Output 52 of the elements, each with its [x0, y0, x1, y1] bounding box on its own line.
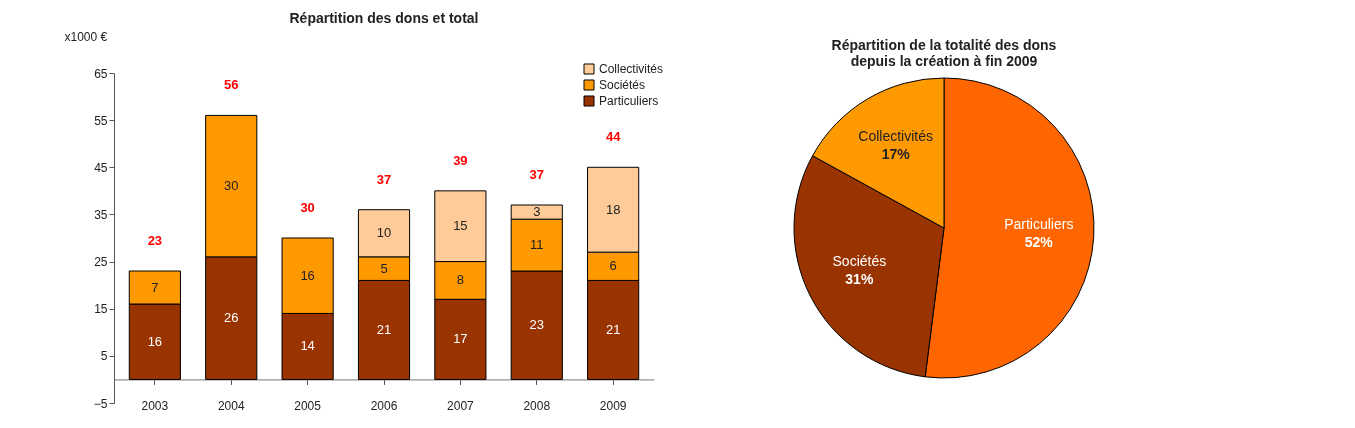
- y-tick-label: 35: [94, 207, 108, 222]
- data-label: 23: [529, 317, 544, 333]
- data-label: 17%: [881, 146, 911, 163]
- y-tick-label: 5: [100, 349, 108, 364]
- data-label: 26: [224, 310, 239, 326]
- total-label: 37: [529, 167, 544, 182]
- data-label: 8: [456, 272, 464, 288]
- data-label: 11: [530, 237, 544, 253]
- data-label: 31%: [845, 271, 874, 288]
- data-label: 7: [151, 279, 159, 295]
- x-tick-label: 2007: [447, 398, 475, 413]
- legend-label: Collectivités: [599, 62, 664, 76]
- legend-label: Particuliers: [599, 94, 659, 108]
- x-tick-label: 2003: [141, 398, 169, 413]
- y-tick-label: 65: [94, 66, 108, 81]
- chart-title: Répartition des dons et total: [289, 10, 479, 26]
- y-tick-label: 15: [94, 302, 108, 317]
- data-label: 14: [300, 338, 315, 354]
- slice-label: Sociétés: [832, 253, 887, 270]
- data-label: 21: [376, 321, 392, 337]
- total-label: 23: [147, 233, 163, 248]
- total-label: 37: [376, 171, 392, 187]
- data-label: 30: [224, 178, 239, 194]
- data-label: 21: [605, 321, 621, 337]
- x-tick-label: 2009: [599, 398, 627, 413]
- slice-label: Collectivités: [858, 128, 933, 145]
- chart-title: Répartition de la totalité des dons depuis la création à fin 2009: [831, 37, 1057, 69]
- x-tick-label: 2006: [370, 398, 398, 413]
- x-tick-label: 2008: [523, 398, 551, 413]
- y-tick-label: 25: [94, 255, 108, 270]
- total-label: 39: [453, 152, 468, 168]
- data-label: 3: [533, 204, 541, 220]
- data-label: 18: [605, 201, 621, 217]
- data-label: 16: [147, 333, 163, 349]
- data-label: 16: [300, 267, 315, 283]
- y-tick-label: 55: [94, 113, 108, 128]
- total-label: 44: [605, 129, 622, 145]
- total-label: 30: [300, 200, 315, 215]
- data-label: 5: [380, 260, 388, 276]
- total-label: 56: [224, 77, 239, 93]
- data-label: 17: [453, 331, 468, 347]
- slice-label: Particuliers: [1004, 215, 1074, 232]
- y-axis-title: x1000 €: [64, 29, 108, 44]
- y-tick-label: −5: [93, 396, 108, 411]
- data-label: 52%: [1024, 233, 1054, 250]
- x-tick-label: 2005: [294, 398, 322, 413]
- data-label: 10: [376, 225, 392, 241]
- y-tick-label: 45: [94, 160, 108, 175]
- data-label: 6: [609, 258, 617, 274]
- data-label: 15: [453, 218, 468, 234]
- x-tick-label: 2004: [217, 398, 245, 413]
- legend-label: Sociétés: [599, 78, 646, 92]
